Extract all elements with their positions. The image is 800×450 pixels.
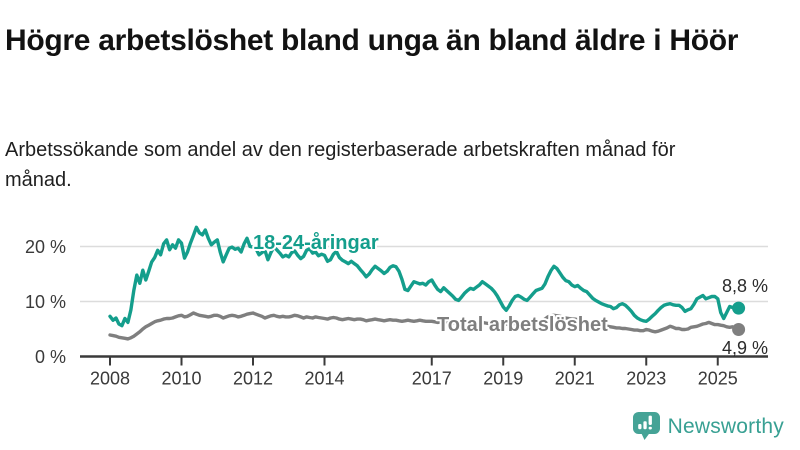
x-axis-tick-label: 2025 (698, 369, 738, 389)
x-axis-tick-label: 2021 (555, 369, 595, 389)
chart-subtitle: Arbetssökande som andel av den registerb… (5, 139, 676, 191)
axes-and-ticks: 0 % 10 % 20 % 2008 2010 2012 2014 2017 2019 2021 2… (25, 237, 768, 389)
line-chart: 0 % 10 % 20 % 2008 2010 2012 2014 2017 2019 2021 2… (25, 225, 768, 389)
series-label-total: Total arbetslöshet (437, 314, 608, 336)
y-axis-tick-label: 10 % (25, 292, 66, 312)
series-line-total (108, 311, 741, 341)
x-axis-tick-label: 2019 (483, 369, 523, 389)
end-value-label-total: 4,9 % (722, 338, 768, 358)
x-axis-tick-label: 2008 (90, 369, 130, 389)
x-axis-tick-label: 2014 (304, 369, 344, 389)
y-axis-tick-label: 20 % (25, 237, 66, 257)
series-line-youth (108, 225, 741, 328)
series-end-dot-total (732, 323, 746, 336)
y-gridlines (80, 245, 768, 303)
x-axis-tick-label: 2012 (233, 369, 273, 389)
newsworthy-logo-icon (632, 412, 660, 440)
newsworthy-branding: Newsworthy (632, 412, 784, 441)
x-axis-tick-label: 2023 (626, 369, 666, 389)
x-axis-tick-label: 2010 (161, 369, 201, 389)
data-series-lines (108, 225, 746, 341)
y-axis-tick-label: 0 % (35, 347, 66, 367)
page-title: Högre arbetslöshet bland unga än bland ä… (5, 24, 739, 58)
series-label-youth: 18-24-åringar (253, 231, 379, 254)
series-end-dot-youth (732, 301, 746, 315)
newsworthy-logo-text: Newsworthy (667, 414, 784, 438)
x-axis-tick-label: 2017 (412, 369, 452, 389)
chart-labels: 18-24-åringar Total arbetslöshet 8,8 % 4… (251, 229, 768, 358)
end-value-label-youth: 8,8 % (722, 276, 768, 296)
